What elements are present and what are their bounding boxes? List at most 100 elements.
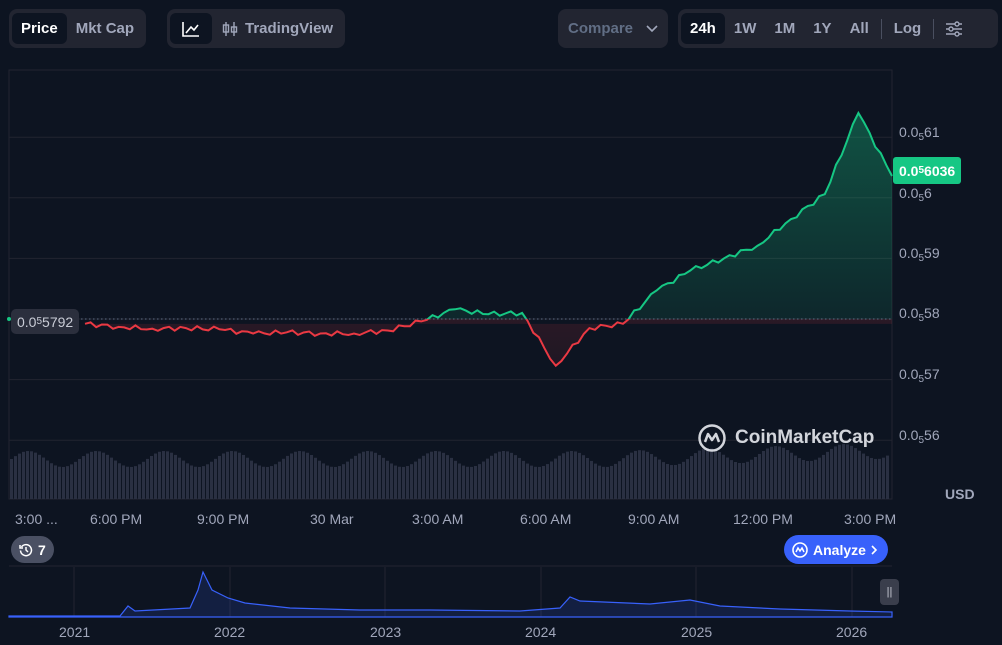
volume-bar: [542, 465, 545, 499]
volume-bar: [258, 465, 261, 499]
volume-bar: [606, 466, 609, 499]
volume-bar: [410, 464, 413, 499]
volume-bar: [774, 446, 777, 499]
volume-bar: [414, 461, 417, 499]
chart-settings-button[interactable]: [937, 13, 971, 44]
navigator-year-label: 2026: [836, 624, 868, 640]
volume-bar: [878, 458, 881, 499]
navigator-year-label: 2024: [525, 624, 557, 640]
volume-bar: [754, 457, 757, 499]
range-24h[interactable]: 24h: [681, 13, 725, 44]
volume-bar: [234, 451, 237, 499]
volume-bar: [182, 460, 185, 499]
analyze-label: Analyze: [813, 541, 866, 558]
x-tick-label: 6:00 PM: [90, 511, 143, 527]
navigator-year-label: 2023: [370, 624, 402, 640]
volume-bar: [246, 457, 249, 499]
range-1m[interactable]: 1M: [774, 20, 796, 37]
tradingview-button[interactable]: TradingView: [212, 13, 342, 44]
volume-bar: [822, 454, 825, 499]
y-tick-label: 0.0557: [899, 366, 940, 385]
volume-bar: [362, 451, 365, 499]
volume-bar: [550, 461, 553, 499]
volume-bar: [94, 451, 97, 499]
volume-bar: [46, 460, 49, 499]
volume-bar: [706, 448, 709, 499]
volume-bar: [286, 455, 289, 499]
tradingview-label: TradingView: [245, 20, 334, 37]
volume-bar: [630, 452, 633, 499]
volume-bar: [854, 448, 857, 499]
volume-bar: [226, 451, 229, 499]
navigator-handle[interactable]: ||: [880, 579, 899, 605]
x-tick-label: 9:00 AM: [628, 511, 680, 527]
volume-bar: [390, 463, 393, 499]
volume-bar: [810, 460, 813, 499]
series-line-down: [84, 319, 630, 368]
volume-bar: [730, 460, 733, 499]
chevron-down-icon: [646, 24, 658, 33]
line-chart-button[interactable]: [170, 13, 212, 44]
volume-bar: [178, 457, 181, 499]
volume-bar: [30, 451, 33, 499]
volume-bar: [86, 453, 89, 499]
volume-bar: [310, 454, 313, 499]
volume-bar: [98, 451, 101, 499]
y-tick-label: 0.0559: [899, 245, 940, 264]
volume-bar: [502, 451, 505, 499]
volume-bar: [70, 464, 73, 499]
range-1y[interactable]: 1Y: [813, 20, 832, 37]
volume-bar: [614, 463, 617, 499]
chevron-right-icon: [871, 544, 878, 555]
volume-bar: [266, 466, 269, 499]
volume-bar: [50, 463, 53, 499]
volume-bar: [602, 466, 605, 499]
volume-bar: [378, 455, 381, 499]
volume-bar: [174, 454, 177, 499]
volume-bar: [870, 457, 873, 499]
volume-bar: [578, 452, 581, 499]
tab-mkt-cap[interactable]: Mkt Cap: [75, 20, 135, 37]
volume-bar: [22, 451, 25, 499]
volume-bar: [818, 457, 821, 499]
area-above-reference: [427, 113, 892, 319]
volume-bar: [642, 450, 645, 499]
volume-bar: [726, 457, 729, 499]
volume-bar: [874, 458, 877, 499]
volume-bar: [418, 458, 421, 499]
volume-bar: [662, 462, 665, 499]
volume-bar: [522, 460, 525, 499]
volume-bar: [446, 455, 449, 499]
volume-bar: [242, 454, 245, 499]
x-tick-label: 3:00 PM: [844, 511, 897, 527]
volume-bar: [198, 466, 201, 499]
volume-bar: [590, 460, 593, 499]
y-tick-label: 0.0558: [899, 305, 940, 324]
volume-bar: [330, 466, 333, 499]
volume-bar: [738, 462, 741, 499]
volume-bar: [194, 466, 197, 499]
volume-bar: [346, 461, 349, 499]
volume-bar: [338, 466, 341, 499]
volume-bar: [830, 448, 833, 499]
volume-bar: [622, 458, 625, 499]
range-all[interactable]: All: [849, 20, 869, 37]
volume-bar: [302, 451, 305, 499]
volume-bar: [326, 465, 329, 499]
volume-bar: [558, 455, 561, 499]
volume-bar: [402, 466, 405, 499]
volume-bar: [514, 455, 517, 499]
analyze-button[interactable]: Analyze: [784, 535, 888, 564]
log-scale-toggle[interactable]: Log: [893, 20, 922, 37]
volume-bar: [54, 465, 57, 499]
volume-bar: [626, 455, 629, 499]
tab-price[interactable]: Price: [12, 13, 67, 44]
reference-dot: [7, 317, 11, 321]
volume-bar: [62, 466, 65, 499]
history-button[interactable]: 7: [11, 536, 54, 563]
volume-bar: [290, 453, 293, 499]
volume-bar: [366, 451, 369, 499]
compare-dropdown[interactable]: Compare: [558, 9, 668, 48]
range-1w[interactable]: 1W: [733, 20, 757, 37]
